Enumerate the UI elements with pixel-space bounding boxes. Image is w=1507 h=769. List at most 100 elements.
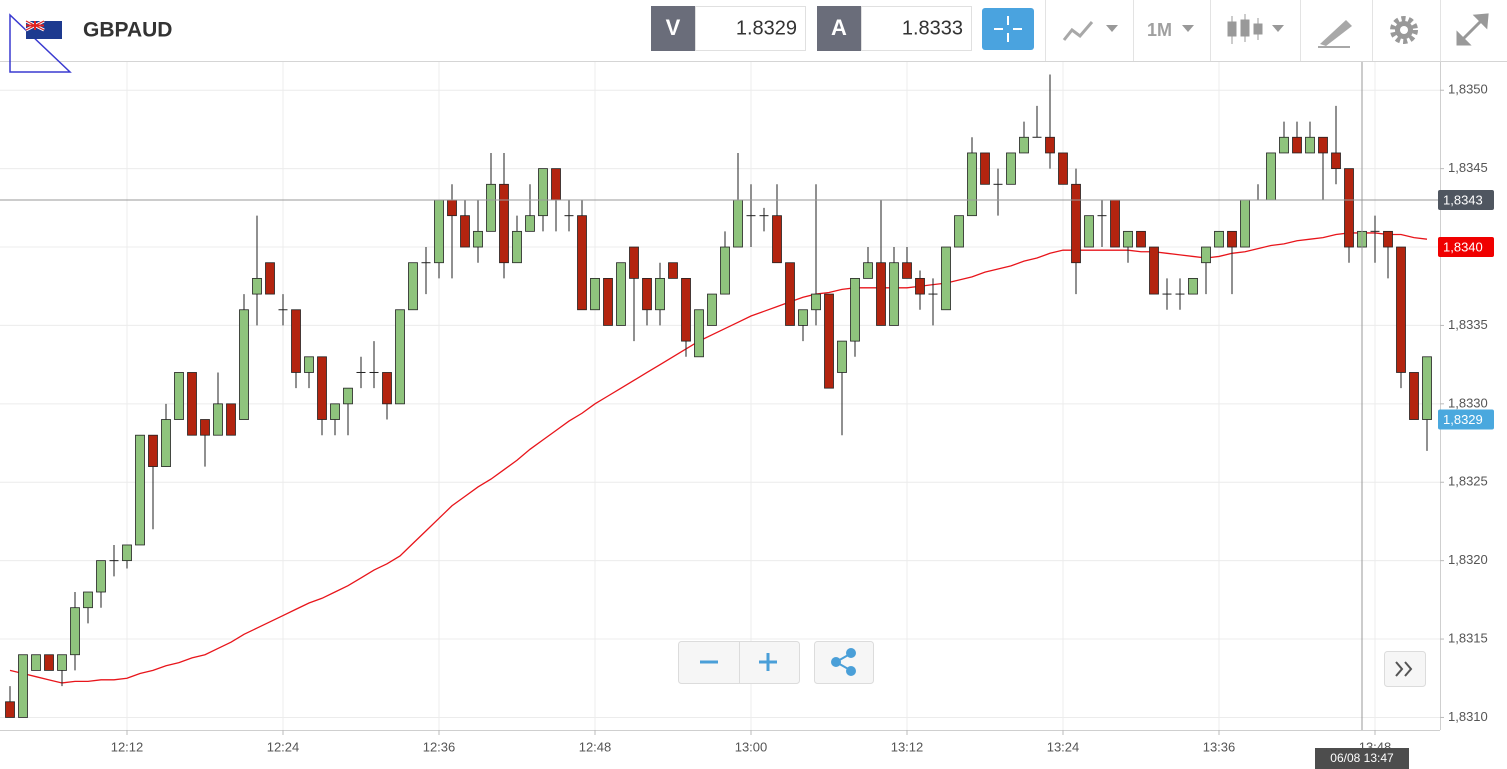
candle-body bbox=[876, 262, 886, 326]
candle-body bbox=[1318, 136, 1328, 154]
candle-body bbox=[486, 183, 496, 232]
icon-dot bbox=[846, 666, 856, 676]
candle-body bbox=[1019, 136, 1029, 154]
candle-body bbox=[564, 215, 574, 217]
x-tick-label: 12:12 bbox=[111, 739, 144, 754]
candle-body bbox=[1396, 246, 1406, 373]
dropdown-arrow bbox=[1106, 25, 1118, 32]
candle-body bbox=[44, 654, 54, 671]
candle-body bbox=[889, 262, 899, 326]
candle-body bbox=[1188, 277, 1198, 295]
crosshair-time-label: 06/08 13:47 bbox=[1330, 751, 1394, 765]
pen-icon bbox=[1320, 20, 1352, 46]
bid-button[interactable] bbox=[651, 6, 695, 51]
icon-arrow bbox=[1456, 30, 1472, 46]
candle-body bbox=[83, 591, 93, 609]
candle-body bbox=[239, 309, 249, 420]
price-tag-label: 1,8343 bbox=[1443, 192, 1483, 207]
y-tick-label: 1,8315 bbox=[1448, 630, 1488, 645]
x-tick-label: 13:36 bbox=[1203, 739, 1236, 754]
candle-body bbox=[785, 262, 795, 326]
candle-body bbox=[577, 215, 587, 311]
gear-teeth bbox=[1390, 16, 1418, 44]
candle-body bbox=[5, 701, 15, 718]
candle-body bbox=[1123, 230, 1133, 248]
candle-body bbox=[798, 309, 808, 326]
candle-body bbox=[759, 215, 769, 217]
icon-rect bbox=[1240, 19, 1250, 37]
candle-body bbox=[317, 356, 327, 420]
candle-body bbox=[1175, 293, 1185, 295]
candle-body bbox=[1097, 215, 1107, 217]
candle-body bbox=[655, 277, 665, 311]
ask-button[interactable] bbox=[817, 6, 861, 51]
candle-body bbox=[382, 372, 392, 405]
candle-body bbox=[421, 262, 431, 264]
drawing-button[interactable] bbox=[1318, 20, 1352, 48]
candle-body bbox=[356, 371, 366, 373]
candle-body bbox=[1071, 183, 1081, 264]
share-icon bbox=[831, 648, 856, 676]
candle-body bbox=[70, 607, 80, 656]
candle-body bbox=[993, 183, 1003, 185]
header: GBPAUD V 1.8329 A 1.8333 1M bbox=[0, 0, 1507, 73]
candle-body bbox=[408, 262, 418, 311]
candle-body bbox=[135, 434, 145, 546]
candle-body bbox=[642, 277, 652, 311]
candle-body bbox=[1240, 199, 1250, 248]
settings-button[interactable] bbox=[1390, 16, 1418, 44]
plot-bg bbox=[0, 62, 1440, 730]
indicators-button[interactable] bbox=[1062, 21, 1118, 41]
fullscreen-button[interactable] bbox=[1456, 13, 1489, 46]
candle-body bbox=[603, 277, 613, 326]
y-tick-label: 1,8320 bbox=[1448, 552, 1488, 567]
price-tag-label: 1,8340 bbox=[1443, 239, 1483, 254]
scroll-right-button[interactable] bbox=[1384, 651, 1426, 687]
candle-body bbox=[447, 199, 457, 217]
candle-body bbox=[824, 293, 834, 389]
candle-body bbox=[1045, 136, 1055, 154]
candle-body bbox=[330, 403, 340, 420]
x-tick-label: 12:24 bbox=[267, 739, 300, 754]
candle-body bbox=[395, 309, 405, 405]
ask-price: 1.8333 bbox=[902, 17, 963, 39]
candle-body bbox=[681, 277, 691, 342]
crosshair-button[interactable] bbox=[982, 8, 1034, 50]
candle-body bbox=[1383, 230, 1393, 248]
crosshair-time-box bbox=[1315, 748, 1409, 769]
chevron bbox=[1395, 661, 1404, 677]
candle-body bbox=[291, 309, 301, 373]
timeframe-button[interactable]: 1M bbox=[1147, 20, 1194, 40]
candle-body bbox=[460, 215, 470, 248]
y-tick-label: 1,8350 bbox=[1448, 82, 1488, 97]
x-tick-label: 12:36 bbox=[423, 739, 456, 754]
candle-body bbox=[1006, 152, 1016, 185]
candle-body bbox=[109, 560, 119, 562]
candle-body bbox=[96, 560, 106, 593]
y-tick-label: 1,8335 bbox=[1448, 317, 1488, 332]
x-tick-label: 12:48 bbox=[579, 739, 612, 754]
price-tag bbox=[1438, 409, 1494, 430]
share-button[interactable] bbox=[814, 641, 874, 684]
candle-body bbox=[538, 168, 548, 217]
price-tag-label: 1,8329 bbox=[1443, 412, 1483, 427]
y-tick-label: 1,8330 bbox=[1448, 395, 1488, 410]
candle-body bbox=[265, 262, 275, 295]
candle-body bbox=[1279, 136, 1289, 154]
overlay-layer: 1,8310 1,8315 1,8320 1,8325 1,8330 1,8335 1,83… bbox=[0, 62, 1494, 769]
chart-type-button[interactable] bbox=[1227, 14, 1284, 44]
candle-body bbox=[1331, 152, 1341, 170]
candle-body bbox=[928, 293, 938, 295]
candle-body bbox=[187, 372, 197, 436]
candle-body bbox=[200, 419, 210, 436]
price-tag bbox=[1438, 189, 1494, 210]
candle-body bbox=[915, 277, 925, 295]
dropdown-arrow bbox=[1272, 25, 1284, 32]
candle-body bbox=[434, 199, 444, 264]
candle-body bbox=[1032, 136, 1042, 138]
candle-body bbox=[1084, 215, 1094, 248]
candle-body bbox=[967, 152, 977, 217]
candle-body bbox=[213, 403, 223, 436]
timeframe: 1M bbox=[1147, 20, 1172, 40]
